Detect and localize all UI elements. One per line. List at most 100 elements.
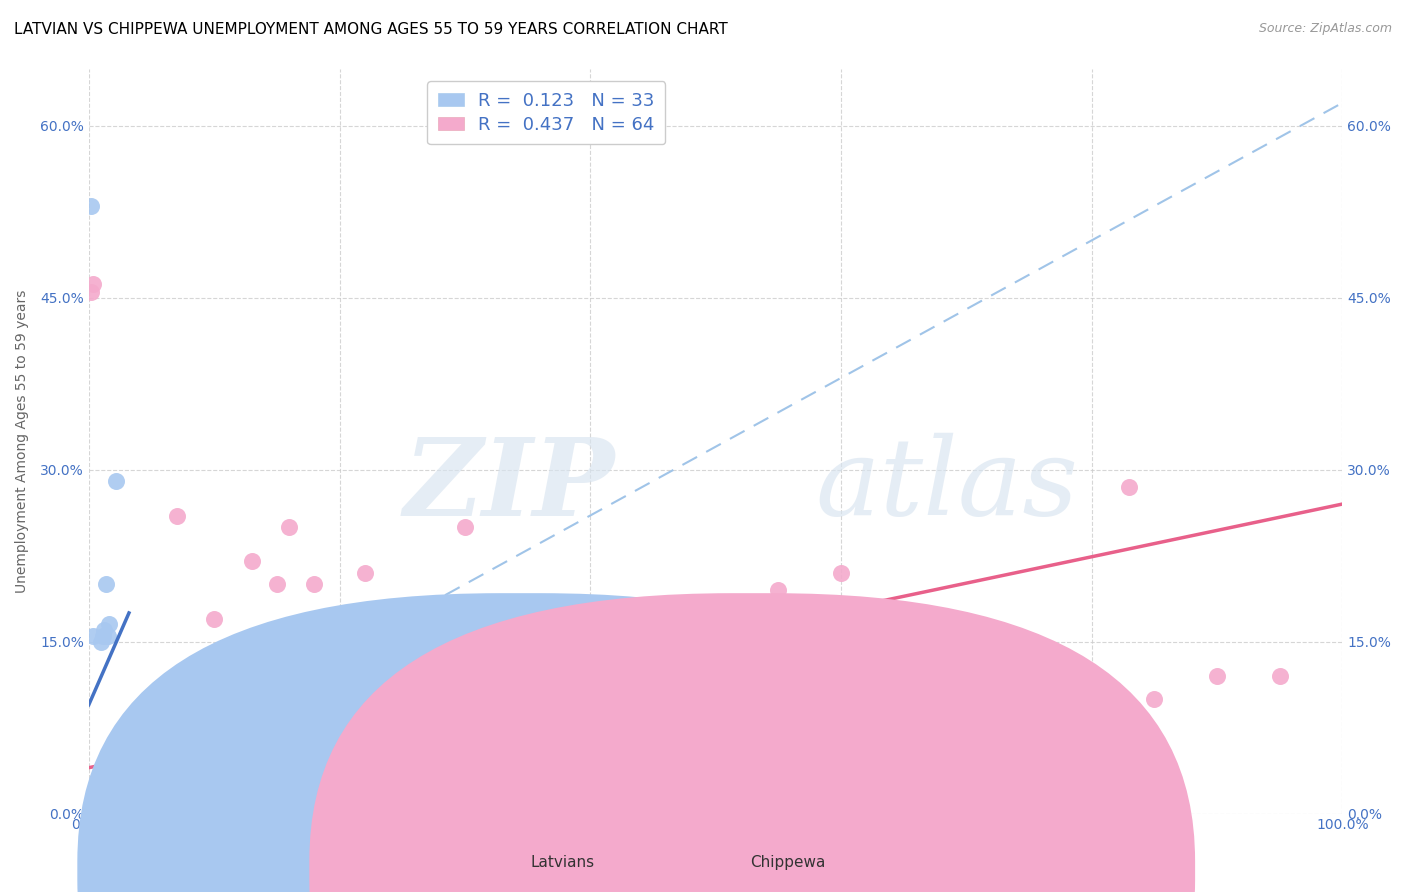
Point (108, 801, 131, 815)
Text: Chippewa: Chippewa (749, 855, 825, 870)
Point (115, 798, 138, 813)
Point (83, 799, 105, 814)
Point (121, 795, 143, 809)
Y-axis label: Unemployment Among Ages 55 to 59 years: Unemployment Among Ages 55 to 59 years (15, 289, 30, 592)
Point (82, 796, 104, 810)
Point (516, 698, 538, 712)
Point (93, 623, 115, 637)
Point (98, 798, 121, 813)
Text: Source: ZipAtlas.com: Source: ZipAtlas.com (1258, 22, 1392, 36)
Point (955, 738, 977, 752)
Point (82, 797, 104, 812)
Point (87, 801, 110, 815)
Point (202, 612, 225, 626)
Text: atlas: atlas (815, 434, 1078, 539)
Point (134, 799, 156, 814)
Point (159, 797, 181, 812)
Point (80, 285, 103, 299)
Point (153, 795, 176, 809)
Point (86, 797, 108, 812)
Point (80, 199, 103, 213)
Point (86, 795, 108, 809)
Point (90, 634, 112, 648)
Point (1080, 781, 1102, 796)
Point (83, 797, 105, 812)
Point (128, 797, 150, 812)
Point (97, 801, 120, 815)
Point (105, 474, 128, 488)
Point (84, 798, 107, 813)
Point (84, 795, 107, 809)
Point (190, 795, 212, 809)
Point (79, 801, 101, 815)
Point (84, 801, 107, 815)
Point (353, 566, 375, 580)
Point (704, 781, 727, 796)
Point (1143, 692, 1166, 706)
Point (304, 577, 326, 591)
Point (641, 801, 664, 815)
Point (90, 797, 112, 812)
Point (893, 721, 915, 735)
Point (240, 554, 263, 568)
Text: LATVIAN VS CHIPPEWA UNEMPLOYMENT AMONG AGES 55 TO 59 YEARS CORRELATION CHART: LATVIAN VS CHIPPEWA UNEMPLOYMENT AMONG A… (14, 22, 728, 37)
Point (112, 796, 135, 810)
Point (328, 786, 350, 800)
Point (89, 796, 111, 810)
Point (141, 795, 163, 809)
Point (266, 577, 288, 591)
Point (391, 783, 413, 797)
Point (87, 797, 110, 812)
Point (253, 789, 276, 804)
Point (108, 799, 131, 814)
Point (197, 798, 219, 813)
Point (82, 629, 104, 643)
Point (429, 781, 451, 796)
Point (84, 796, 107, 810)
Point (97, 629, 120, 643)
Point (80, 801, 103, 815)
Point (172, 797, 194, 812)
Point (91, 629, 114, 643)
Point (215, 793, 238, 807)
Point (1268, 669, 1291, 683)
Legend: R =  0.123   N = 33, R =  0.437   N = 64: R = 0.123 N = 33, R = 0.437 N = 64 (427, 81, 665, 145)
Point (89, 798, 111, 813)
Point (84, 799, 107, 814)
Point (103, 801, 125, 815)
Point (1018, 789, 1040, 804)
Point (79, 803, 101, 817)
Point (80, 798, 103, 813)
Point (830, 566, 852, 580)
Point (1206, 669, 1229, 683)
Point (97, 617, 120, 632)
Point (82, 801, 104, 815)
Point (855, 789, 877, 804)
Point (83, 801, 105, 815)
Point (454, 520, 477, 534)
Point (94, 799, 117, 814)
Point (87, 793, 110, 807)
Point (82, 799, 104, 814)
Point (91, 801, 114, 815)
Point (184, 797, 207, 812)
Point (86, 799, 108, 814)
Point (179, 795, 201, 809)
Point (1118, 480, 1140, 494)
Point (105, 797, 128, 812)
Point (768, 582, 790, 597)
Point (228, 797, 250, 812)
Point (166, 508, 188, 523)
Point (103, 801, 125, 815)
Text: Latvians: Latvians (530, 855, 595, 870)
Point (80, 799, 103, 814)
Point (86, 799, 108, 814)
Text: ZIP: ZIP (404, 433, 616, 539)
Point (89, 799, 111, 814)
Point (90, 798, 112, 813)
Point (82, 277, 104, 291)
Point (579, 743, 602, 757)
Point (86, 798, 108, 813)
Point (93, 797, 115, 812)
Point (87, 795, 110, 809)
